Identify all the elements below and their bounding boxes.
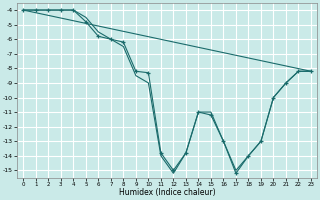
X-axis label: Humidex (Indice chaleur): Humidex (Indice chaleur) xyxy=(119,188,215,197)
